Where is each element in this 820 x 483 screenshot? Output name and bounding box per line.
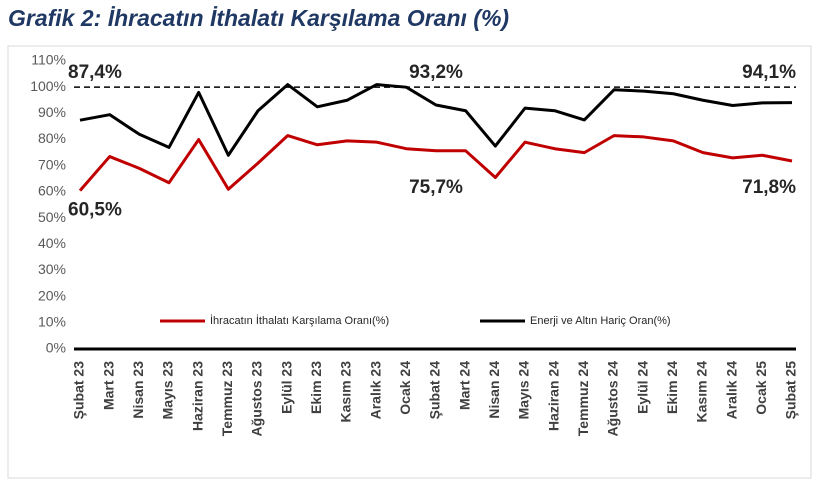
y-tick-label: 70% xyxy=(38,156,66,172)
y-tick-label: 60% xyxy=(38,183,66,199)
value-label: 94,1% xyxy=(742,62,796,83)
x-tick-label: Temmuz 23 xyxy=(219,361,235,436)
x-tick-label: Ocak 24 xyxy=(397,361,413,415)
x-tick-label: Mayıs 23 xyxy=(160,361,176,420)
y-tick-label: 30% xyxy=(38,261,66,277)
y-tick-label: 40% xyxy=(38,235,66,251)
series-line xyxy=(79,83,793,157)
x-tick-label: Aralık 23 xyxy=(367,361,383,420)
value-label: 60,5% xyxy=(68,200,122,221)
value-label: 87,4% xyxy=(68,62,122,83)
x-tick-label: Şubat 25 xyxy=(783,361,799,420)
value-label: 71,8% xyxy=(742,177,796,198)
y-tick-label: 80% xyxy=(38,130,66,146)
x-tick-label: Şubat 23 xyxy=(71,361,87,420)
x-tick-label: Mart 24 xyxy=(456,361,472,410)
x-tick-label: Ocak 25 xyxy=(753,361,769,415)
value-label: 93,2% xyxy=(409,62,463,83)
x-tick-label: Mart 23 xyxy=(100,361,116,410)
x-tick-label: Eylül 23 xyxy=(278,361,294,414)
series-line xyxy=(78,134,793,192)
x-tick-label: Nisan 23 xyxy=(130,361,146,419)
x-tick-label: Kasım 23 xyxy=(338,361,354,423)
legend-label: İhracatın İthalatı Karşılama Oranı(%) xyxy=(210,314,389,327)
x-tick-label: Ekim 23 xyxy=(308,361,324,414)
x-tick-label: Ağustos 24 xyxy=(605,361,621,437)
y-tick-label: 110% xyxy=(31,52,66,68)
y-tick-label: 0% xyxy=(46,340,66,356)
x-tick-label: Eylül 24 xyxy=(634,361,650,414)
x-tick-label: Ekim 24 xyxy=(664,361,680,414)
y-tick-label: 50% xyxy=(38,209,66,225)
x-tick-label: Şubat 24 xyxy=(427,361,443,420)
chart-title: Grafik 2: İhracatın İthalatı Karşılama O… xyxy=(8,5,509,31)
x-tick-label: Aralık 24 xyxy=(723,361,739,420)
y-tick-label: 20% xyxy=(38,287,66,303)
y-tick-label: 100% xyxy=(30,78,66,94)
x-tick-label: Ağustos 23 xyxy=(249,361,265,437)
x-tick-label: Kasım 24 xyxy=(694,361,710,423)
x-tick-label: Temmuz 24 xyxy=(575,361,591,436)
value-label: 75,7% xyxy=(409,177,463,198)
x-tick-label: Haziran 24 xyxy=(545,361,561,431)
x-tick-label: Mayıs 24 xyxy=(516,361,532,420)
legend-label: Enerji ve Altın Hariç Oran(%) xyxy=(530,315,671,327)
y-tick-label: 90% xyxy=(38,104,66,120)
x-tick-label: Haziran 23 xyxy=(189,361,205,431)
y-tick-label: 10% xyxy=(38,314,66,330)
x-tick-label: Nisan 24 xyxy=(486,361,502,419)
chart-frame xyxy=(7,45,812,479)
